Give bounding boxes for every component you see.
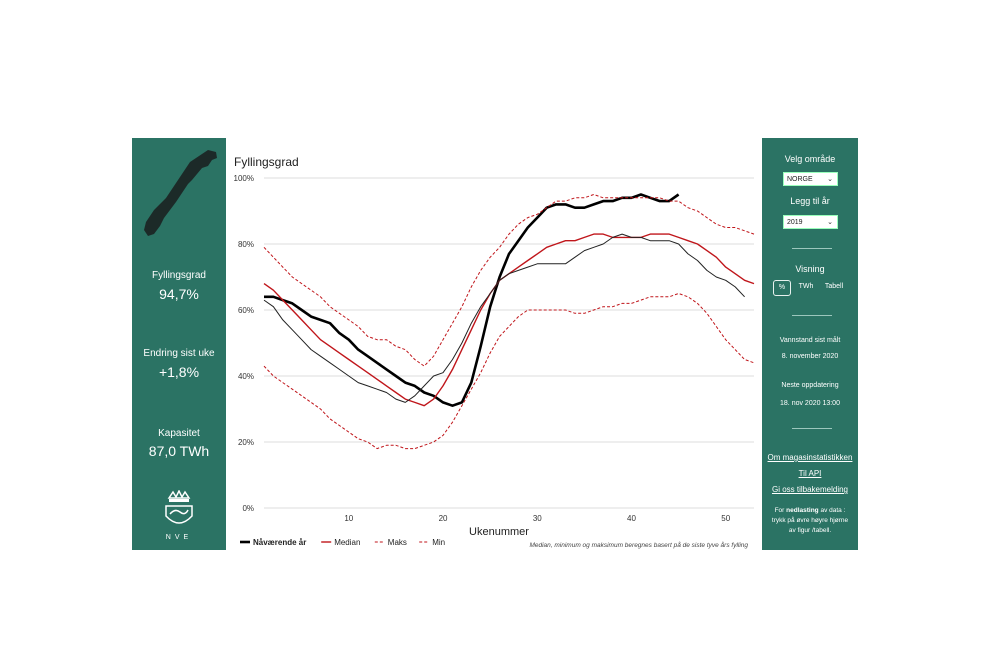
x-tick-label: 40 [627, 514, 636, 523]
next-update-label: Neste oppdatering [781, 382, 839, 389]
y-tick-label: 100% [234, 174, 254, 183]
kpi-change-value: +1,8% [158, 364, 200, 380]
chart-title: Fyllingsgrad [234, 155, 299, 169]
divider [792, 428, 832, 429]
legend-label: Median [334, 538, 360, 547]
chart-footnote: Median, minimum og maksimum beregnes bas… [529, 541, 748, 549]
x-tick-label: 10 [344, 514, 353, 523]
view-label: Visning [795, 264, 825, 274]
add-year-select-value: 2019 [787, 219, 803, 226]
legend-label: Maks [388, 538, 407, 547]
next-update-value: 18. nov 2020 13:00 [780, 400, 840, 407]
area-label: Velg område [784, 154, 836, 164]
measured-label: Vannstand sist målt [779, 337, 841, 344]
series-line-maks [263, 194, 755, 367]
norway-map-icon [144, 150, 217, 236]
fill-chart[interactable]: 0% 20% 40% 60% 80% 100% 10 20 30 40 50 Ukenummer Nåv… [226, 138, 760, 550]
kpi-change-label: Endring sist uke [143, 348, 215, 359]
measured-value: 8. november 2020 [781, 353, 839, 360]
y-tick-label: 40% [238, 372, 254, 381]
series-line-n-v-rende-r [264, 193, 680, 408]
download-note: For nedlasting av data : trykk på øvre h… [768, 506, 852, 536]
view-twh-toggle[interactable]: TWh [798, 283, 814, 290]
series-line-min [263, 293, 755, 450]
kpi-fill-value: 94,7% [159, 286, 199, 302]
y-tick-label: 0% [242, 504, 254, 513]
y-tick-label: 20% [238, 438, 254, 447]
y-tick-label: 60% [238, 306, 254, 315]
download-note-bold: nedlasting [786, 507, 819, 514]
series-line-median [263, 233, 755, 407]
kpi-capacity-value: 87,0 TWh [148, 443, 210, 459]
logo-text: NVE [165, 534, 193, 541]
x-tick-label: 20 [439, 514, 448, 523]
x-tick-label: 30 [533, 514, 542, 523]
right-panel: Velg område NORGE ⌄ Legg til år 2019 ⌄ V… [762, 138, 858, 550]
about-statistics-link[interactable]: Om magasinstatistikken [767, 453, 853, 462]
area-select-value: NORGE [787, 176, 813, 183]
left-panel: Fyllingsgrad 94,7% Endring sist uke +1,8… [132, 138, 226, 550]
nve-crown-logo-icon [165, 490, 193, 524]
view-percent-toggle[interactable]: % [773, 280, 791, 296]
area-select[interactable]: NORGE ⌄ [783, 172, 838, 186]
add-year-label: Legg til år [790, 196, 830, 206]
view-table-toggle[interactable]: Tabell [824, 283, 844, 290]
chevron-down-icon: ⌄ [827, 219, 833, 226]
add-year-select[interactable]: 2019 ⌄ [783, 215, 838, 229]
feedback-link[interactable]: Gi oss tilbakemelding [771, 485, 849, 494]
chevron-down-icon: ⌄ [827, 176, 833, 183]
y-tick-label: 80% [238, 240, 254, 249]
legend-label: Nåværende år [253, 538, 306, 547]
kpi-capacity-label: Kapasitet [158, 428, 200, 439]
divider [792, 315, 832, 316]
x-axis-label: Ukenummer [469, 526, 529, 538]
legend-label: Min [432, 538, 445, 547]
download-note-prefix: For [774, 507, 787, 514]
series-line-2019 [263, 233, 745, 403]
kpi-fill-label: Fyllingsgrad [152, 270, 206, 281]
api-link[interactable]: Til API [798, 469, 822, 478]
divider [792, 248, 832, 249]
download-note-suffix: av data : trykk på øvre høyre hjørne av … [771, 507, 849, 534]
x-tick-label: 50 [721, 514, 730, 523]
